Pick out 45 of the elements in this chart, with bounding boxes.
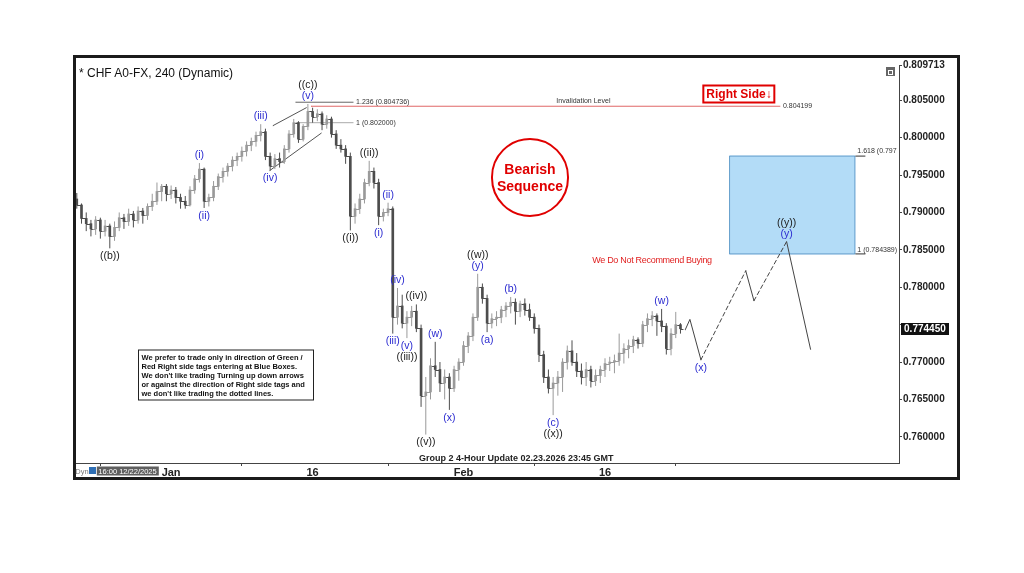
y-tick-label: 0.809713 bbox=[903, 58, 946, 70]
annotation: ((c)) bbox=[298, 77, 318, 90]
y-tick-label: 0.805000 bbox=[903, 94, 946, 105]
annotation: Group 2 4-Hour Update 02.23.2026 23:45 GMT bbox=[419, 453, 614, 464]
annotation: (w) bbox=[654, 293, 669, 306]
annotation: ((b)) bbox=[99, 249, 120, 262]
annotation: ((v)) bbox=[416, 435, 436, 448]
annotation: (b) bbox=[504, 281, 518, 294]
annotation: Right Side↓ bbox=[702, 84, 776, 104]
text: 0.774450 bbox=[901, 322, 949, 335]
annotation: ((i)) bbox=[342, 231, 359, 244]
x-tick-label: Feb bbox=[453, 465, 474, 478]
annotation: (i) bbox=[194, 147, 205, 160]
annotation: (w) bbox=[427, 326, 443, 339]
annotation: (i) bbox=[373, 226, 384, 239]
y-tick-label: 0.770000 bbox=[903, 355, 946, 367]
annotation: ((w)) bbox=[466, 247, 489, 260]
annotation: (iii) bbox=[253, 109, 268, 122]
annotation: (x) bbox=[443, 410, 456, 423]
annotation: (ii) bbox=[382, 187, 394, 200]
y-tick-label: 0.800000 bbox=[903, 131, 946, 143]
annotation: ((y)) bbox=[776, 215, 797, 228]
chart-title: * CHF A0-FX, 240 (Dynamic) bbox=[79, 66, 234, 80]
x-tick-label: Jan bbox=[161, 465, 181, 478]
annotation: ((ii)) bbox=[359, 145, 379, 158]
annotation: Bearish Sequence bbox=[496, 160, 564, 195]
annotation: ((iv)) bbox=[405, 289, 428, 302]
x-tick-label: 16 bbox=[598, 465, 612, 478]
y-tick-label: 0.785000 bbox=[903, 243, 946, 255]
y-tick-label: 0.795000 bbox=[903, 168, 946, 180]
y-tick-label: 0.765000 bbox=[903, 393, 946, 405]
annotation: (c) bbox=[547, 416, 560, 429]
annotation: (x) bbox=[694, 360, 708, 373]
annotation: (v) bbox=[400, 338, 414, 351]
x-tick-label: 16 bbox=[306, 465, 319, 478]
annotation: (iii) bbox=[385, 334, 400, 347]
annotation: (a) bbox=[480, 333, 494, 345]
y-tick-label: 0.760000 bbox=[903, 430, 946, 442]
annotation: (iv) bbox=[262, 171, 278, 184]
annotation: (y) bbox=[780, 226, 793, 239]
y-tick-label: 0.780000 bbox=[903, 280, 946, 292]
annotation: ((x)) bbox=[543, 427, 563, 440]
annotation: (ii) bbox=[198, 208, 210, 221]
y-tick-label: 0.790000 bbox=[903, 206, 946, 218]
annotation: We Do Not Recommend Buying bbox=[592, 255, 712, 266]
